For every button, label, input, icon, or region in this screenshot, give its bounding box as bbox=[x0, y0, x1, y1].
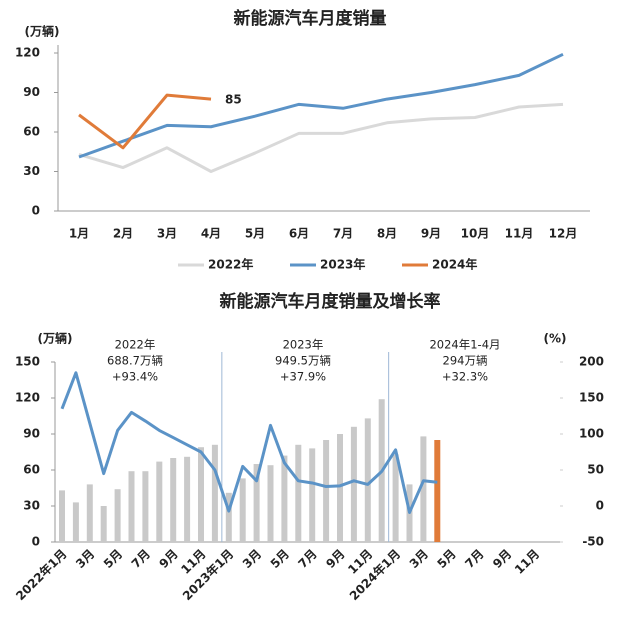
bar bbox=[211, 444, 218, 542]
x-tick-label: 7月 bbox=[462, 547, 486, 571]
bar bbox=[309, 448, 316, 542]
x-tick-label: 2月 bbox=[113, 227, 133, 241]
annotation: 2022年 bbox=[115, 338, 156, 352]
bar bbox=[225, 492, 232, 542]
x-tick-label: 9月 bbox=[490, 547, 514, 571]
bar bbox=[350, 426, 357, 542]
bar bbox=[253, 464, 260, 542]
bar bbox=[267, 465, 274, 542]
y2-unit: (%) bbox=[544, 332, 567, 346]
bar bbox=[142, 471, 149, 542]
y2-tick-label: 200 bbox=[579, 355, 604, 369]
x-tick-label: 4月 bbox=[201, 227, 221, 241]
bar bbox=[198, 447, 204, 542]
bar bbox=[239, 478, 246, 542]
y-tick-label: 30 bbox=[23, 499, 40, 513]
y2-tick-label: 100 bbox=[579, 427, 604, 441]
x-tick-label: 10月 bbox=[461, 227, 490, 241]
bar bbox=[420, 436, 427, 542]
x-tick-label: 5月 bbox=[245, 227, 265, 241]
chart-title: 新能源汽车月度销量 bbox=[234, 8, 387, 29]
annotation: 949.5万辆 bbox=[275, 354, 331, 368]
bar bbox=[337, 434, 343, 542]
y-tick-label: 30 bbox=[23, 164, 40, 178]
bar bbox=[323, 440, 330, 542]
annotation: 2024年1-4月 bbox=[429, 338, 500, 352]
y-tick-label: 150 bbox=[15, 355, 40, 369]
y2-tick-label: 0 bbox=[596, 499, 604, 513]
x-tick-label: 3月 bbox=[73, 547, 97, 571]
bar bbox=[128, 471, 135, 542]
x-tick-label: 12月 bbox=[549, 227, 578, 241]
y2-tick-label: -50 bbox=[582, 535, 604, 549]
bar bbox=[392, 454, 399, 542]
bar bbox=[295, 444, 302, 542]
y-tick-label: 90 bbox=[23, 427, 40, 441]
x-tick-label: 7月 bbox=[296, 547, 320, 571]
y-unit: (万辆) bbox=[38, 331, 73, 346]
x-tick-label: 7月 bbox=[333, 227, 353, 241]
x-tick-label: 11月 bbox=[512, 547, 542, 577]
x-tick-label: 9月 bbox=[157, 547, 181, 571]
legend-label: 2023年 bbox=[320, 257, 365, 272]
annotation: +32.3% bbox=[442, 370, 488, 384]
annotation: 688.7万辆 bbox=[107, 354, 163, 368]
annotation: +37.9% bbox=[280, 370, 326, 384]
bar bbox=[184, 456, 191, 542]
x-tick-label: 9月 bbox=[323, 547, 347, 571]
bar bbox=[72, 502, 79, 542]
legend-label: 2024年 bbox=[432, 257, 477, 272]
bar bbox=[364, 418, 371, 542]
x-tick-label: 5月 bbox=[268, 547, 292, 571]
bar bbox=[86, 484, 93, 542]
y-tick-label: 0 bbox=[32, 535, 40, 549]
x-tick-label: 7月 bbox=[129, 547, 153, 571]
bar bbox=[156, 461, 163, 542]
x-tick-label: 3月 bbox=[407, 547, 431, 571]
x-tick-label: 6月 bbox=[289, 227, 309, 241]
y-unit: (万辆) bbox=[25, 24, 60, 39]
y2-tick-label: 50 bbox=[587, 463, 604, 477]
y-tick-label: 90 bbox=[23, 85, 40, 99]
x-tick-label: 5月 bbox=[435, 547, 459, 571]
data-label: 85 bbox=[225, 93, 242, 107]
annotation: +93.4% bbox=[112, 370, 158, 384]
y-tick-label: 120 bbox=[15, 391, 40, 405]
y-tick-label: 60 bbox=[23, 125, 40, 139]
x-tick-label: 5月 bbox=[101, 547, 125, 571]
x-tick-label: 2022年1月 bbox=[12, 546, 69, 603]
bar bbox=[434, 440, 441, 542]
series-line bbox=[78, 93, 212, 150]
annotation: 294万辆 bbox=[443, 354, 488, 368]
annotation: 2023年 bbox=[283, 338, 324, 352]
growth-line bbox=[60, 371, 438, 514]
x-tick-label: 1月 bbox=[69, 227, 89, 241]
bar bbox=[59, 490, 65, 542]
series-line bbox=[78, 52, 564, 159]
x-tick-label: 9月 bbox=[421, 227, 441, 241]
chart-title: 新能源汽车月度销量及增长率 bbox=[220, 291, 441, 312]
bar bbox=[281, 455, 288, 542]
y2-tick-label: 150 bbox=[579, 391, 604, 405]
x-tick-label: 8月 bbox=[377, 227, 397, 241]
bar bbox=[114, 489, 121, 542]
bar bbox=[170, 458, 177, 542]
legend-label: 2022年 bbox=[208, 257, 253, 272]
x-tick-label: 3月 bbox=[240, 547, 264, 571]
x-tick-label: 11月 bbox=[505, 227, 534, 241]
bar bbox=[100, 506, 107, 542]
series-line bbox=[78, 102, 564, 173]
x-tick-label: 3月 bbox=[157, 227, 177, 241]
y-tick-label: 60 bbox=[23, 463, 40, 477]
y-tick-label: 120 bbox=[15, 46, 40, 60]
y-tick-label: 0 bbox=[32, 204, 40, 218]
